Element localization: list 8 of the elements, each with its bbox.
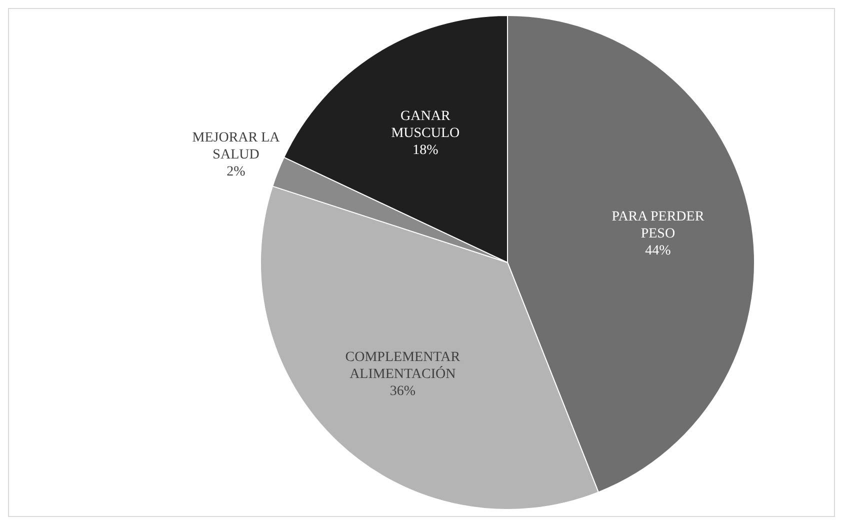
slice-label: PARA PERDER PESO [612,209,705,242]
slice-label: MEJORAR LA SALUD [192,130,281,163]
data-label: 18% [412,142,439,158]
slice-label: COMPLEMENTAR ALIMENTACIÓN [345,350,461,382]
data-label: 2% [226,164,246,180]
slice-label: GANAR MUSCULO [391,108,460,141]
data-label: 44% [645,243,672,258]
data-label: 36% [390,384,416,399]
